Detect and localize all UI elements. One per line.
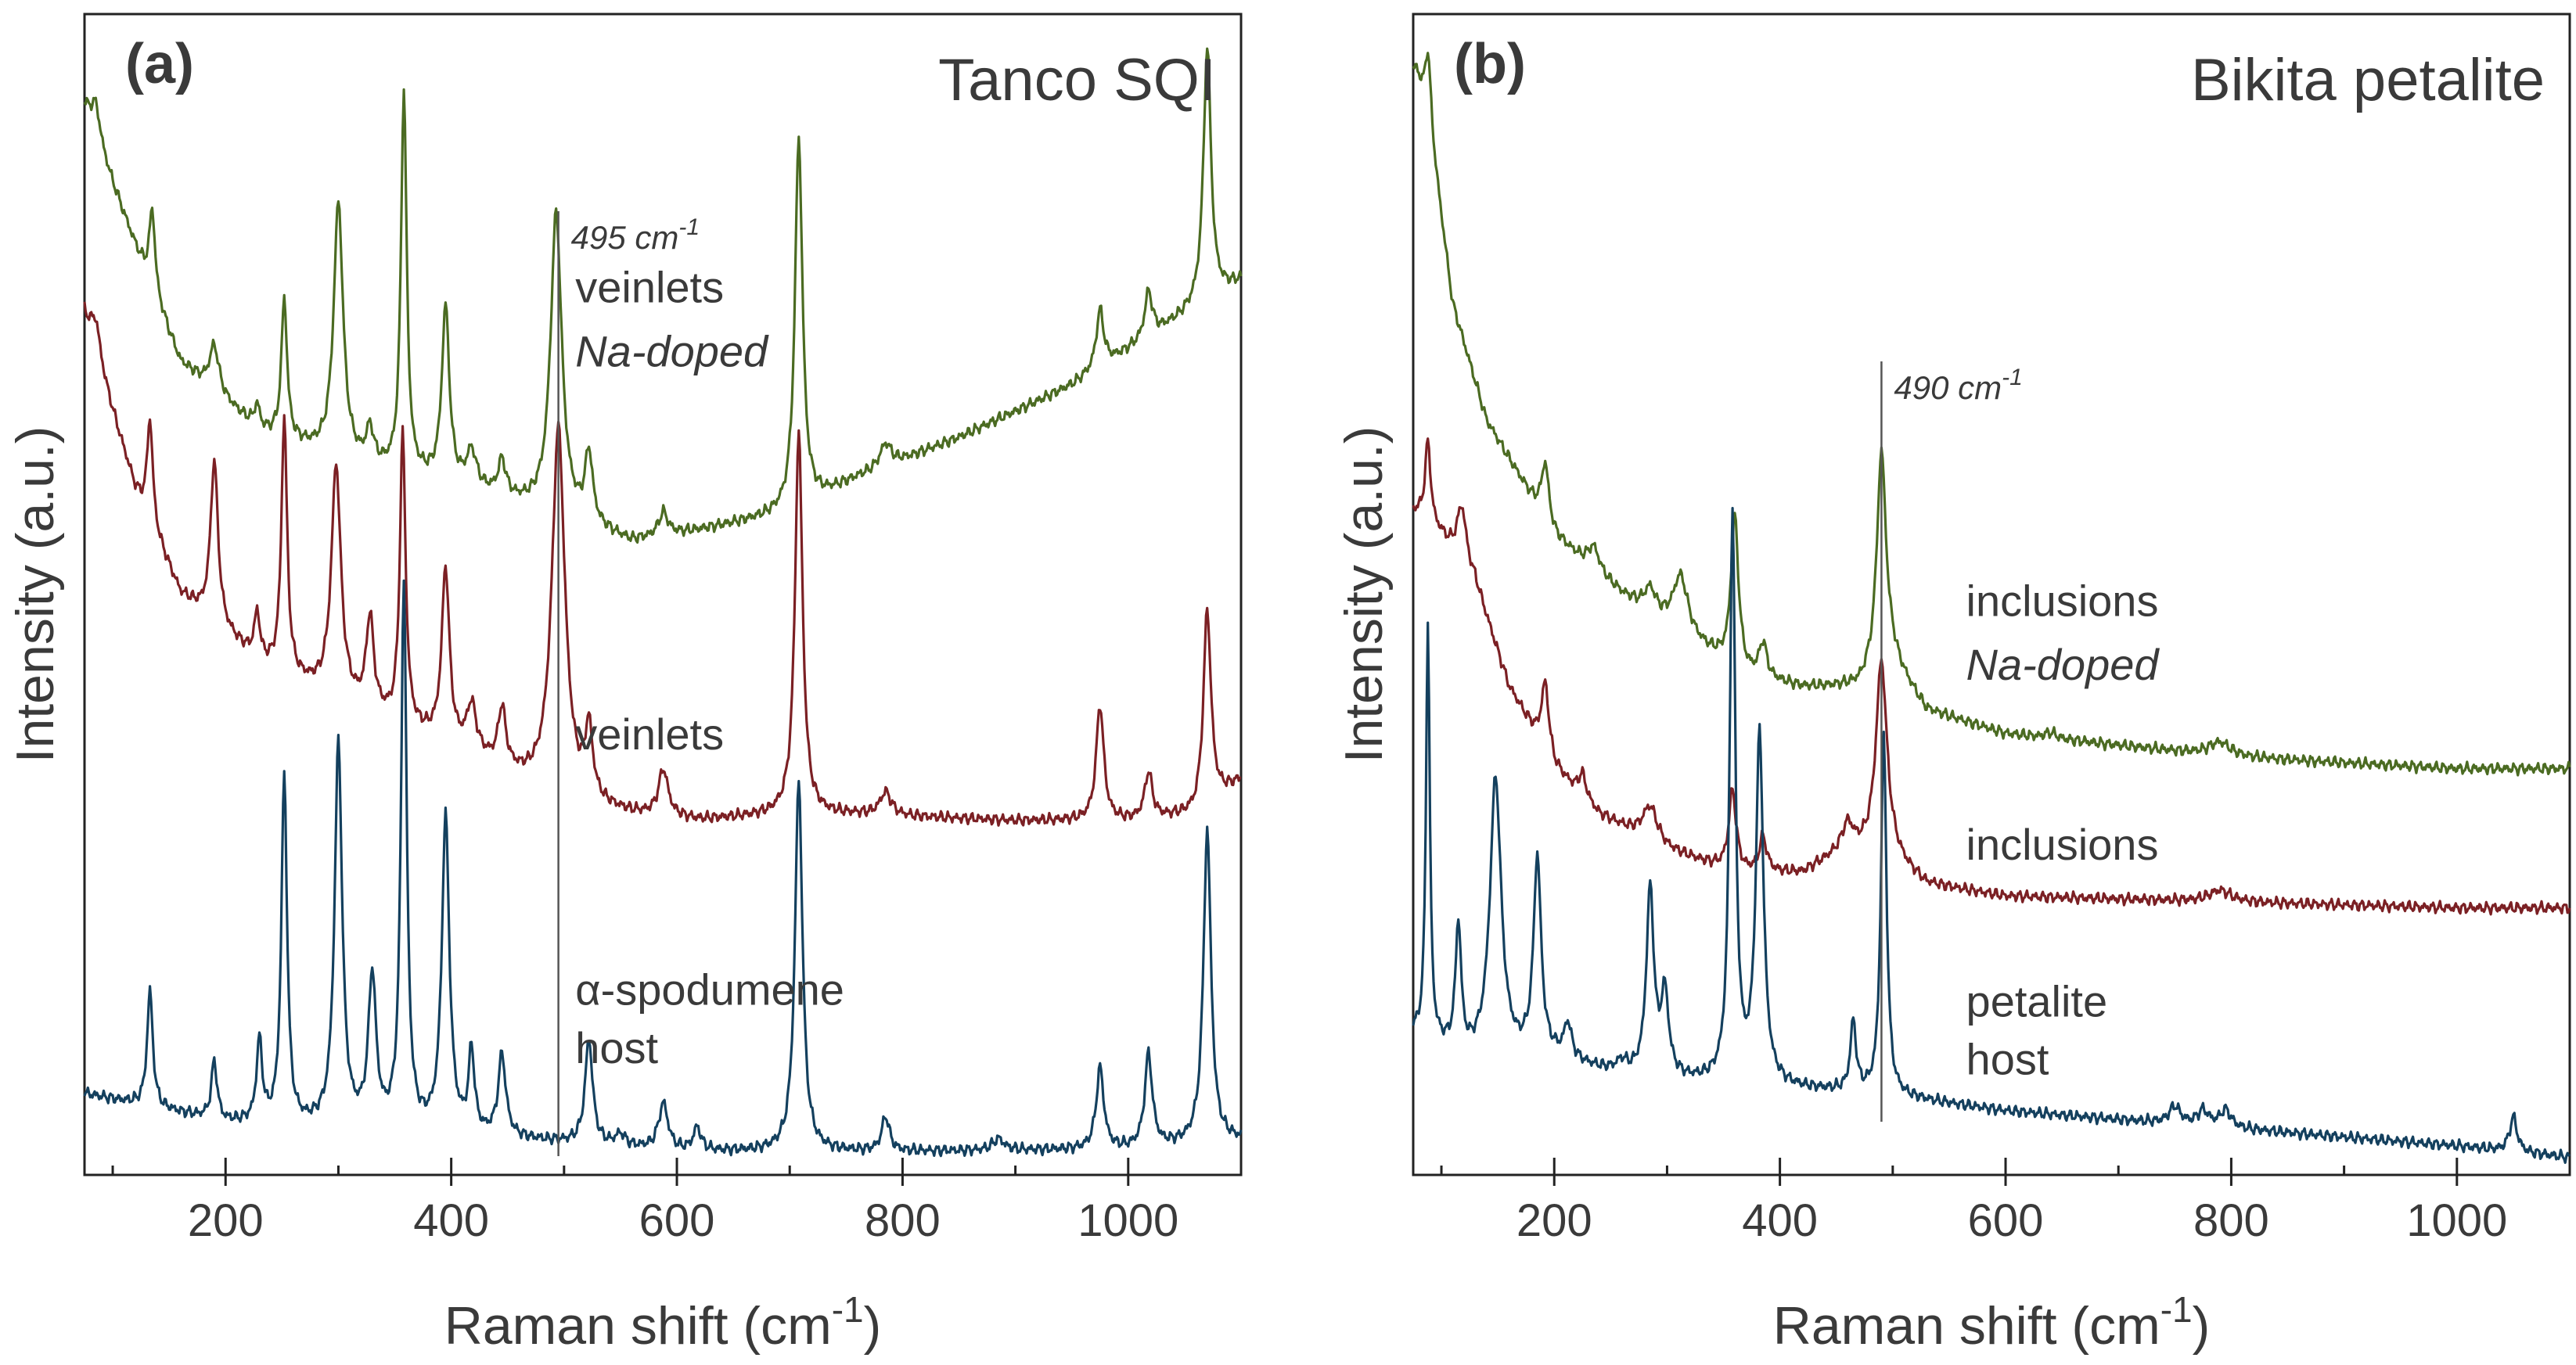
y-axis-label: Intensity (a.u.) (1334, 426, 1394, 763)
x-tick-label: 400 (1742, 1195, 1818, 1246)
series-line-1 (1412, 52, 2571, 777)
series-label: inclusions (1966, 820, 2159, 869)
x-tick-label: 1000 (2406, 1195, 2507, 1246)
plot-frame (1412, 13, 2571, 1176)
y-axis-label: Intensity (a.u.) (5, 426, 65, 763)
series-line-2 (83, 301, 1242, 827)
series-line-3 (83, 579, 1243, 1158)
x-tick-label: 200 (188, 1195, 264, 1246)
x-tick-label: 400 (413, 1195, 489, 1246)
series-label: host (575, 1023, 658, 1072)
series-label: Na-doped (575, 326, 769, 375)
series-label: petalite (1966, 976, 2108, 1026)
panel-label: (b) (1454, 33, 1526, 95)
panel-title: Tanco SQI (938, 47, 1216, 113)
series-label: inclusions (1966, 576, 2159, 625)
series-label: veinlets (575, 709, 724, 759)
x-tick-label: 200 (1516, 1195, 1592, 1246)
x-tick-label: 800 (2193, 1195, 2269, 1246)
x-tick-label: 600 (1968, 1195, 2044, 1246)
series-line-3 (1412, 507, 2571, 1164)
x-axis-label: Raman shift (cm-1) (1773, 1289, 2211, 1356)
series-label: Na-doped (1966, 640, 2160, 689)
plot-frame (83, 13, 1243, 1176)
reference-line-label: 490 cm-1 (1894, 365, 2022, 406)
panel-label: (a) (125, 33, 194, 95)
x-tick-label: 600 (639, 1195, 715, 1246)
series-line-2 (1412, 437, 2571, 916)
series-label: veinlets (575, 263, 724, 312)
series-line-1 (83, 47, 1243, 544)
x-tick-label: 1000 (1078, 1195, 1178, 1246)
series-label: host (1966, 1035, 2049, 1084)
panel-a: veinlets Na-doped veinlets α-spodumene host 4… (5, 13, 1243, 1356)
series-label: α-spodumene (575, 965, 844, 1015)
panel-title: Bikita petalite (2191, 47, 2545, 113)
reference-line-label: 495 cm-1 (571, 214, 700, 256)
x-axis-label: Raman shift (cm-1) (444, 1289, 882, 1356)
x-tick-label: 800 (865, 1195, 941, 1246)
panel-b: inclusions Na-doped inclusions petalite host… (1334, 13, 2571, 1356)
